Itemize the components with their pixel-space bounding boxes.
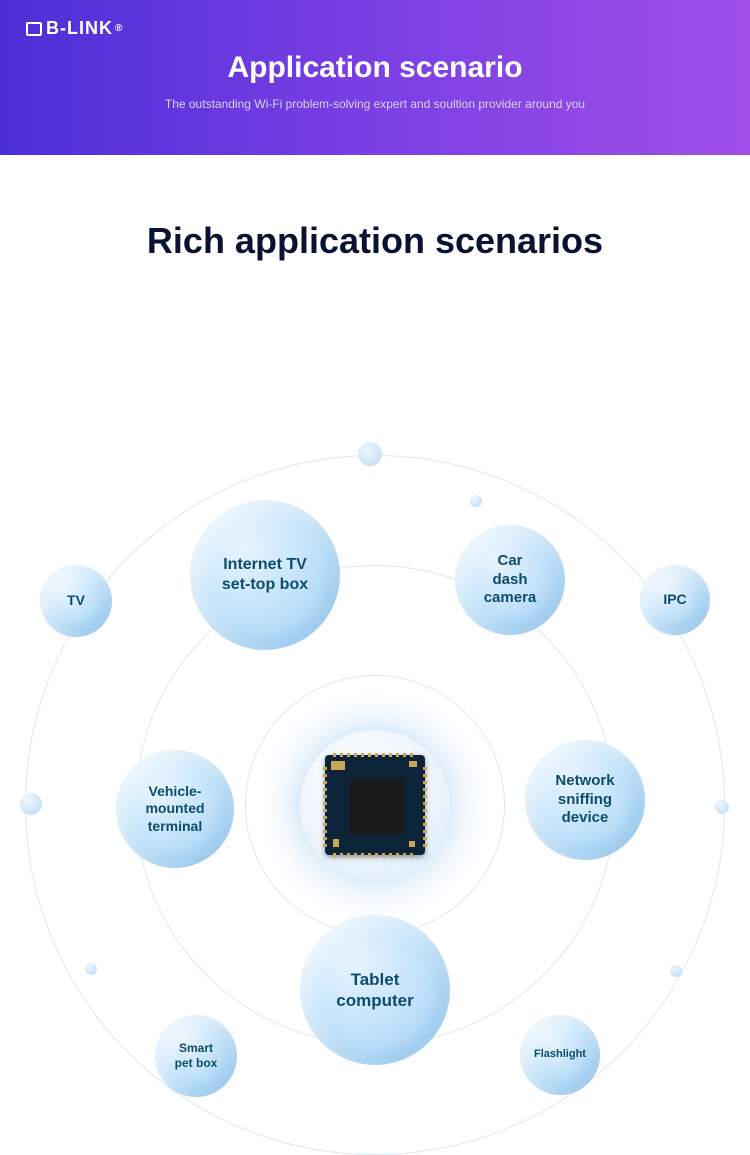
brand-logo: B-LINK® — [26, 18, 724, 39]
chip-board — [325, 755, 425, 855]
orbit-dot — [20, 793, 42, 815]
bubble-tv: TV — [40, 565, 112, 637]
main-content: Rich application scenarios TV Internet T… — [0, 155, 750, 1082]
bubble-network-sniffer: Networksniffingdevice — [525, 740, 645, 860]
center-chip-module — [300, 730, 450, 880]
orbit-dot — [85, 963, 97, 975]
bubble-flashlight: Flashlight — [520, 1015, 600, 1095]
bubble-dash-camera: Cardashcamera — [455, 525, 565, 635]
chip-die — [349, 779, 404, 834]
orbit-diagram: TV Internet TVset-top box Cardashcamera … — [0, 275, 750, 1082]
logo-icon — [26, 22, 42, 36]
orbit-dot — [670, 965, 682, 977]
orbit-dot — [715, 800, 729, 814]
bubble-smart-pet-box: Smartpet box — [155, 1015, 237, 1097]
brand-text: B-LINK — [46, 18, 113, 39]
main-title: Rich application scenarios — [0, 155, 750, 262]
orbit-dot — [470, 495, 482, 507]
bubble-ipc: IPC — [640, 565, 710, 635]
orbit-dot — [358, 442, 382, 466]
bubble-settop-box: Internet TVset-top box — [190, 500, 340, 650]
bubble-tablet: Tabletcomputer — [300, 915, 450, 1065]
header-subtitle: The outstanding Wi-Fi problem-solving ex… — [26, 97, 724, 111]
header-title: Application scenario — [26, 51, 724, 85]
header-banner: B-LINK® Application scenario The outstan… — [0, 0, 750, 155]
bubble-vehicle-terminal: Vehicle-mountedterminal — [116, 750, 234, 868]
